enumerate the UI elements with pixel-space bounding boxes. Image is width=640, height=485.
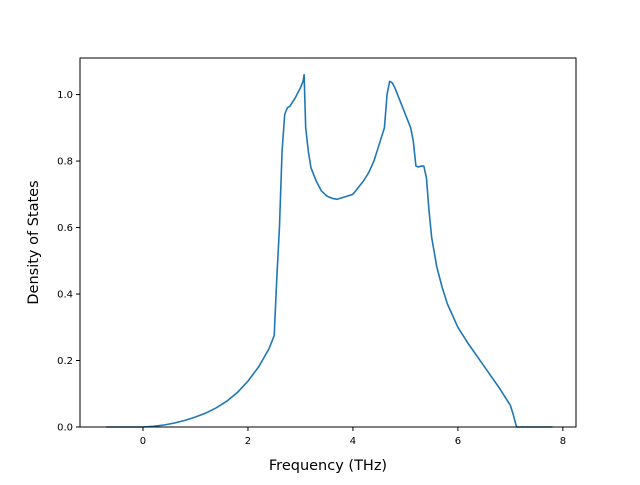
- y-tick-label: 0.0: [57, 423, 73, 434]
- x-tick-label: 0: [140, 436, 146, 447]
- x-tick-label: 8: [560, 436, 566, 447]
- plot-area: [106, 73, 553, 428]
- y-tick-label: 1.0: [57, 90, 73, 101]
- x-axis-label: Frequency (THz): [269, 458, 387, 474]
- y-axis-label: Density of States: [26, 180, 42, 304]
- x-tick-label: 2: [245, 436, 251, 447]
- y-tick-label: 0.6: [57, 223, 73, 234]
- axes-frame: [79, 57, 577, 428]
- x-tick-label: 6: [455, 436, 461, 447]
- y-tick-label: 0.4: [57, 290, 73, 301]
- x-tick-label: 4: [350, 436, 356, 447]
- axis-ticks: 0 2 4 6 8 0.0 0.2 0.4 0.6 0.8 1.0: [57, 90, 566, 447]
- y-tick-label: 0.2: [57, 356, 73, 367]
- series-line: [106, 73, 553, 428]
- y-tick-label: 0.8: [57, 157, 73, 168]
